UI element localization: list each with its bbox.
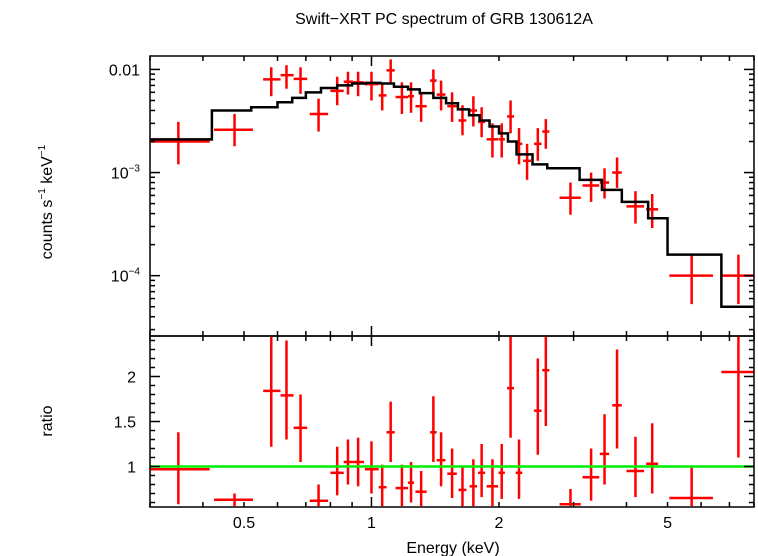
ratio-panel: 1 1.5 2 0.5 1 2 5 [114, 335, 755, 532]
x-axis-label: Energy (keV) [406, 540, 499, 556]
x-tick-label: 5 [663, 515, 672, 532]
upper-y-tick-label: 0.01 [109, 62, 140, 79]
upper-y-tick-label: 10−3 [111, 164, 141, 183]
lower-panel-frame [149, 335, 755, 508]
model-step-line [150, 81, 754, 308]
spectrum-panel: 0.01 10−3 10−4 [109, 55, 755, 337]
x-tick-label: 0.5 [233, 515, 255, 532]
x-tick-label: 2 [495, 515, 504, 532]
chart-title: Swift−XRT PC spectrum of GRB 130612A [295, 11, 593, 28]
x-tick-label: 1 [367, 515, 376, 532]
upper-y-axis-label: counts s−1 keV−1 [37, 144, 56, 259]
lower-y-tick-label: 1 [127, 460, 136, 477]
lower-y-tick-label: 1.5 [114, 415, 136, 432]
upper-y-tick-label: 10−4 [111, 267, 141, 286]
lower-y-axis-label: ratio [39, 405, 56, 436]
lower-y-tick-label: 2 [127, 370, 136, 387]
